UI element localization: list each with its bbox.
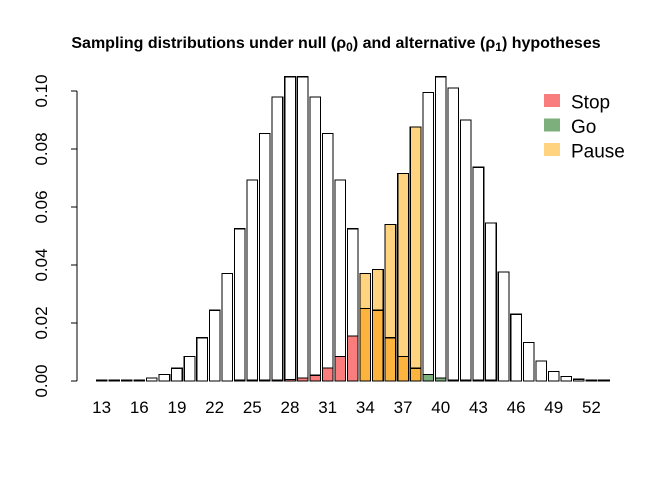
histogram-bar-39-front: [422, 374, 435, 382]
y-axis-label: 0.08: [32, 132, 51, 165]
histogram-bar-28-back: [284, 76, 296, 382]
histogram-bar-48-back: [535, 360, 548, 382]
histogram-bar-32-front: [334, 355, 347, 382]
histogram-bar-24-front: [233, 379, 246, 382]
x-axis-label: 25: [243, 398, 262, 417]
chart-title: Sampling distributions under null (ρ0) a…: [0, 35, 672, 54]
histogram-bar-41-back: [447, 87, 460, 382]
histogram-bar-40-back: [434, 76, 447, 382]
histogram-bar-34-front: [359, 307, 372, 382]
histogram-bar-40-front: [434, 377, 447, 382]
x-axis-label: 34: [356, 398, 375, 417]
x-axis-label: 16: [130, 398, 149, 417]
histogram-bar-30-back: [309, 96, 321, 382]
histogram-bar-42-back: [459, 119, 472, 382]
histogram-bar-43-back: [472, 166, 485, 382]
histogram-bar-20-back: [183, 356, 196, 382]
rho1-subscript: 1: [495, 40, 502, 54]
histogram-bar-51-back: [573, 378, 585, 382]
histogram-bar-19-back: [171, 367, 183, 382]
histogram-bar-13-back: [95, 379, 108, 382]
histogram-bar-53-back: [598, 379, 610, 382]
x-axis-label: 37: [394, 398, 413, 417]
histogram-bar-22-back: [208, 309, 221, 382]
histogram-bar-26-back: [259, 133, 271, 382]
histogram-bar-26-front: [259, 379, 271, 382]
y-axis-label: 0.00: [32, 364, 51, 397]
histogram-bar-24-back: [233, 228, 246, 382]
rho0-subscript: 0: [346, 40, 353, 54]
histogram-bar-47-back: [522, 341, 535, 382]
histogram-bar-18-back: [158, 374, 171, 382]
histogram-bar-31-front: [321, 367, 334, 382]
histogram-bar-16-back: [133, 379, 146, 382]
histogram-bar-29-front: [296, 377, 309, 382]
title-prefix: Sampling distributions under null (: [71, 35, 337, 52]
histogram-bar-36-front: [384, 337, 397, 382]
legend-label-stop: Stop: [571, 93, 610, 114]
histogram-bar-17-back: [145, 377, 158, 382]
histogram-bar-25-front: [246, 379, 259, 382]
histogram-bar-42-front: [459, 379, 472, 382]
histogram-bar-50-back: [560, 376, 573, 382]
histogram-bar-37-front: [397, 356, 409, 382]
legend-swatch-pause: [544, 143, 560, 156]
x-axis-label: 49: [544, 398, 563, 417]
histogram-bar-31-back: [321, 133, 334, 382]
histogram-bar-44-back: [485, 222, 497, 382]
histogram-bar-27-back: [271, 96, 284, 382]
histogram-bar-21-back: [196, 337, 208, 382]
histogram-bar-14-back: [108, 379, 121, 382]
histogram-bar-25-back: [246, 179, 259, 382]
x-axis-label: 22: [205, 398, 224, 417]
legend-label-go: Go: [571, 117, 596, 138]
y-axis-label: 0.06: [32, 190, 51, 223]
histogram-bar-52-back: [585, 379, 598, 382]
histogram-bar-35-front: [372, 309, 384, 382]
x-axis-label: 13: [92, 398, 111, 417]
x-axis-label: 40: [431, 398, 450, 417]
x-axis-label: 52: [582, 398, 601, 417]
y-axis-label: 0.02: [32, 306, 51, 339]
histogram-bar-43-front: [472, 379, 485, 382]
histogram-bar-38-front: [409, 367, 422, 382]
title-mid: ) and alternative (: [352, 35, 486, 52]
legend-swatch-go: [544, 118, 560, 132]
histogram-bar-45-back: [497, 271, 510, 382]
rho-symbol: ρ: [485, 35, 496, 52]
histogram-bar-23-back: [221, 272, 234, 382]
histogram-bar-49-back: [547, 370, 560, 382]
x-axis-label: 31: [318, 398, 337, 417]
histogram-bar-39-back: [422, 91, 435, 382]
histogram-bar-38-back: [409, 126, 422, 382]
histogram-bar-41-front: [447, 379, 460, 382]
title-suffix: ) hypotheses: [501, 35, 601, 52]
x-axis-label: 19: [167, 398, 186, 417]
legend-swatch-stop: [544, 94, 560, 107]
histogram-bar-15-back: [120, 379, 133, 382]
y-axis-label: 0.10: [32, 74, 51, 107]
histogram-bar-27-front: [271, 379, 284, 382]
x-axis-label: 43: [469, 398, 488, 417]
histogram-bar-44-front: [485, 379, 497, 382]
histogram-bar-28-front: [284, 378, 296, 382]
x-axis-label: 46: [507, 398, 526, 417]
histogram-bar-29-back: [296, 76, 309, 382]
x-axis-label: 28: [281, 398, 300, 417]
histogram-bar-32-back: [334, 179, 347, 382]
histogram-bar-33-front: [346, 335, 359, 382]
legend-label-pause: Pause: [571, 142, 625, 163]
histogram-bar-46-back: [510, 313, 522, 382]
histogram-bar-30-front: [309, 374, 321, 382]
rho-symbol: ρ: [336, 35, 347, 52]
histogram-bar-37-back: [397, 173, 409, 382]
y-axis-label: 0.04: [32, 248, 51, 281]
